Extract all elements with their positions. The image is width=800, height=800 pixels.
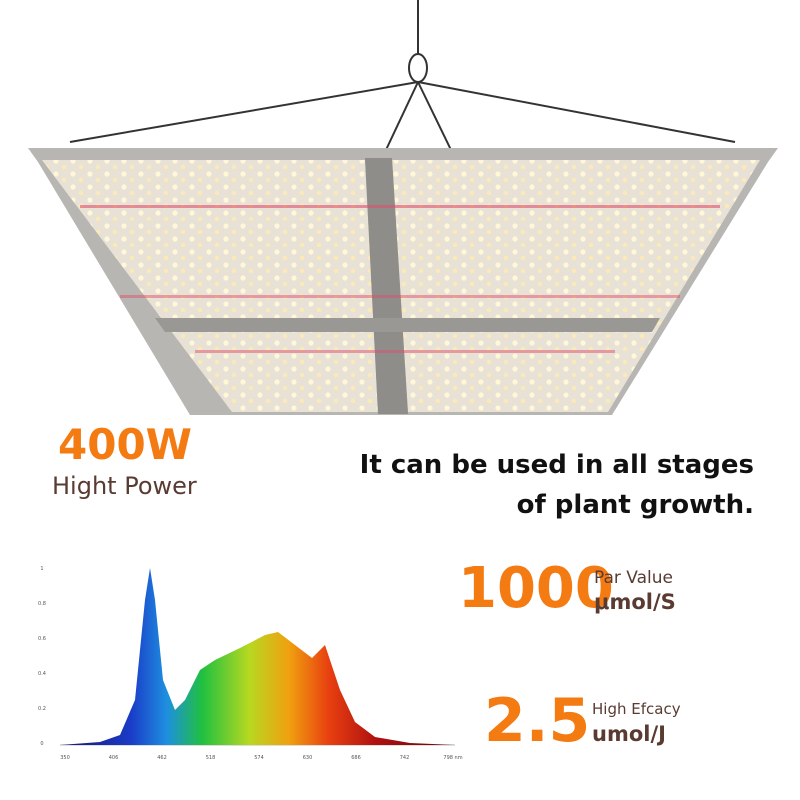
tagline: of plant growth.	[516, 490, 754, 520]
x-tick-label: 518	[206, 755, 216, 761]
x-tick-label: 462	[157, 755, 167, 761]
par-unit: μmol/S	[594, 590, 676, 614]
x-tick-label: 686	[351, 755, 361, 761]
spectrum-chart	[60, 568, 455, 746]
par-value: 1000	[458, 556, 614, 621]
y-tick-label: 1	[40, 566, 43, 572]
x-tick-label: 630	[303, 755, 313, 761]
par-label: Par Value	[594, 568, 673, 588]
tagline: It can be used in all stages	[359, 450, 754, 480]
power-label: Hight Power	[52, 472, 197, 500]
y-tick-label: 0	[40, 741, 43, 747]
x-tick-label: 742	[400, 755, 410, 761]
x-tick-label: 574	[254, 755, 264, 761]
hanger	[69, 0, 736, 153]
x-tick-label: 798 nm	[443, 755, 462, 761]
efficacy-unit: umol/J	[592, 722, 666, 746]
y-tick-label: 0.8	[38, 601, 46, 607]
y-tick-label: 0.4	[38, 671, 46, 677]
efficacy-label: High Efcacy	[592, 700, 681, 718]
x-tick-label: 350	[60, 755, 70, 761]
grow-light-panel	[28, 148, 778, 415]
y-tick-label: 0.6	[38, 636, 46, 642]
power-value: 400W	[58, 420, 192, 469]
y-tick-label: 0.2	[38, 706, 46, 712]
efficacy-value: 2.5	[484, 686, 591, 756]
x-tick-label: 406	[109, 755, 119, 761]
